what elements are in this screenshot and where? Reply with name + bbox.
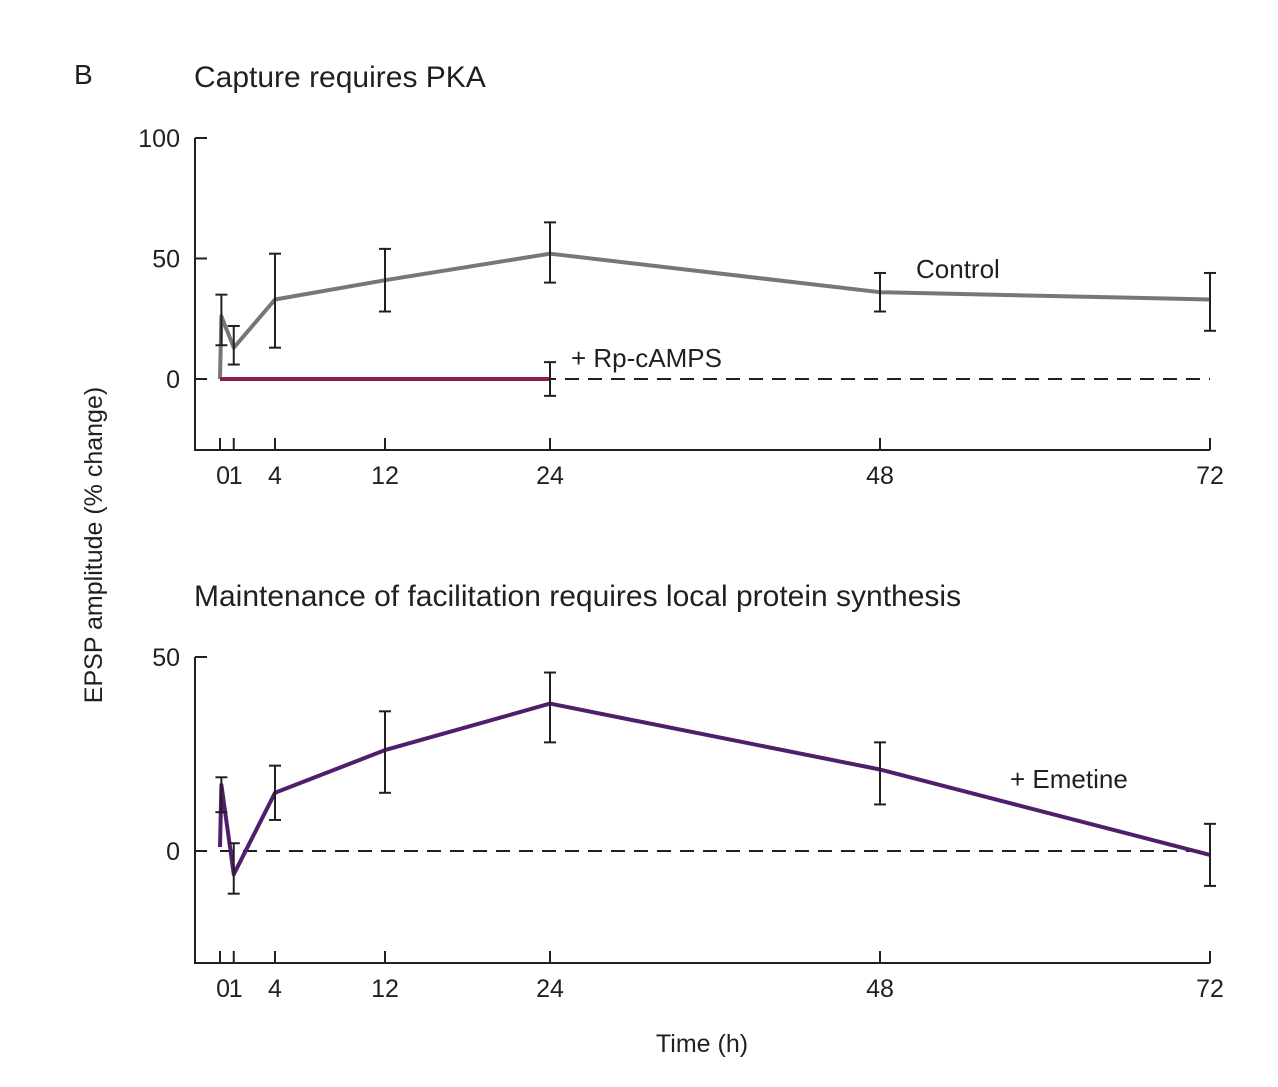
- error-bar: [379, 247, 391, 313]
- error-bar: [227, 842, 240, 895]
- series-label: + Rp-cAMPS: [571, 343, 722, 373]
- shared-y-axis-label: EPSP amplitude (% change): [80, 387, 108, 703]
- x-tick-label: 0: [216, 975, 230, 1003]
- error-bar: [379, 710, 391, 794]
- error-bar: [874, 741, 886, 806]
- x-tick-label: 72: [1196, 975, 1224, 1003]
- error-bar: [227, 324, 240, 366]
- shared-x-axis-label: Time (h): [656, 1030, 748, 1058]
- x-tick-label: 4: [268, 462, 282, 490]
- chart-protein-synthesis: Maintenance of facilitation requires loc…: [152, 580, 1224, 1003]
- series-emetine: + Emetine: [215, 671, 1216, 895]
- error-bar: [215, 293, 228, 347]
- axes-frame: [194, 138, 1210, 451]
- error-bar: [215, 776, 228, 814]
- y-tick-label: 50: [152, 246, 180, 274]
- series-rp-camps: + Rp-cAMPS: [220, 343, 722, 397]
- y-tick-label: 50: [152, 644, 180, 672]
- chart-title: Capture requires PKA: [194, 61, 486, 94]
- x-tick-label: 1: [229, 462, 243, 490]
- x-tick-label: 12: [371, 975, 399, 1003]
- error-bar: [1204, 271, 1216, 332]
- y-tick-label: 100: [138, 125, 180, 153]
- x-tick-label: 0: [216, 462, 230, 490]
- y-tick-label: 0: [166, 838, 180, 866]
- series-line: [218, 251, 1211, 380]
- error-bar: [874, 271, 886, 313]
- error-bar: [544, 221, 556, 284]
- y-tick-label: 0: [166, 366, 180, 394]
- x-tick-label: 48: [866, 975, 894, 1003]
- x-tick-label: 72: [1196, 462, 1224, 490]
- x-tick-label: 12: [371, 462, 399, 490]
- x-tick-label: 48: [866, 462, 894, 490]
- series-label: Control: [916, 254, 1000, 284]
- series-label: + Emetine: [1010, 764, 1128, 794]
- axes-frame: [194, 657, 1210, 964]
- series-control: Control: [215, 221, 1216, 380]
- error-bar: [269, 764, 281, 821]
- error-bar: [544, 361, 556, 397]
- x-tick-label: 24: [536, 975, 564, 1003]
- error-bar: [1204, 822, 1216, 887]
- error-bar: [269, 252, 281, 349]
- error-bar: [544, 671, 556, 744]
- panel-letter: B: [74, 59, 93, 90]
- series-line: [218, 701, 1211, 877]
- chart-title: Maintenance of facilitation requires loc…: [194, 580, 961, 613]
- x-tick-label: 24: [536, 462, 564, 490]
- x-tick-label: 1: [229, 975, 243, 1003]
- x-tick-label: 4: [268, 975, 282, 1003]
